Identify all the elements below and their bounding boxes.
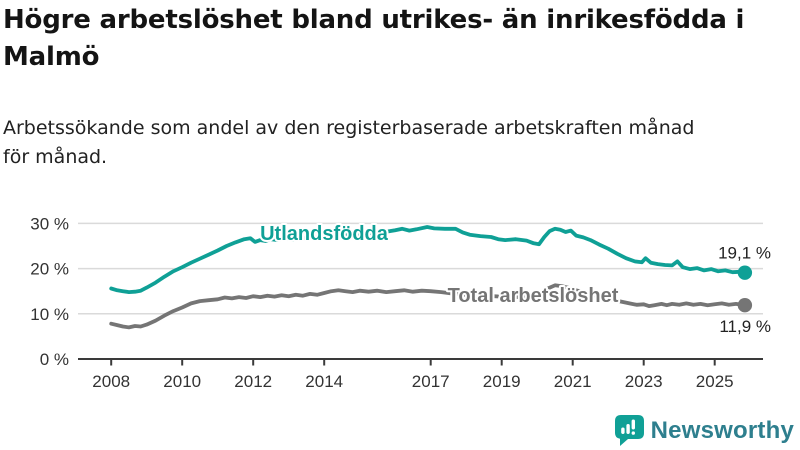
series-label-total: Total arbetslöshet (448, 285, 619, 307)
page-title: Högre arbetslöshet bland utrikes- än inr… (3, 5, 745, 72)
bar-chart-bubble-icon (614, 415, 644, 446)
y-tick-label-10: 10 % (30, 305, 69, 324)
x-tick-label-2012: 2012 (234, 372, 272, 391)
series-line-utlandsfodda (109, 225, 747, 295)
x-tick-label-2014: 2014 (305, 372, 343, 391)
end-dot-total (737, 298, 753, 313)
newsworthy-logo: Newsworthy (614, 415, 794, 447)
end-value-label-total: 11,9 % (719, 317, 771, 336)
newsworthy-logo-text: Newsworthy (650, 417, 794, 444)
x-tick-label-2017: 2017 (412, 372, 450, 391)
x-tick-label-2023: 2023 (625, 372, 663, 391)
series-line-total (109, 283, 747, 330)
x-tick-label-2008: 2008 (92, 372, 130, 391)
end-value-label-utlandsfodda: 19,1 % (718, 244, 771, 263)
y-tick-label-0: 0 % (40, 350, 69, 369)
end-dot-utlandsfodda (737, 265, 753, 280)
y-tick-label-20: 20 % (30, 260, 69, 279)
page-subtitle: Arbetssökande som andel av den registerb… (3, 117, 695, 168)
x-tick-label-2021: 2021 (554, 372, 592, 391)
x-tick-label-2010: 2010 (163, 372, 201, 391)
series-label-utlandsfodda: Utlandsfödda (260, 223, 389, 245)
x-tick-label-2019: 2019 (483, 372, 521, 391)
x-tick-label-2025: 2025 (696, 372, 734, 391)
y-tick-label-30: 30 % (30, 214, 69, 233)
